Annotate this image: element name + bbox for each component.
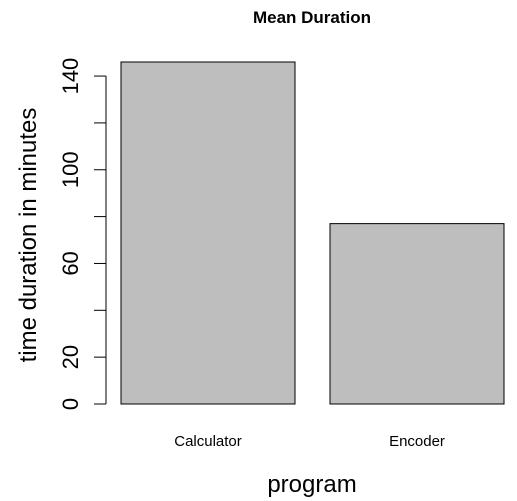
y-tick-label-100: 100 [58, 151, 83, 188]
x-axis-label: program [267, 471, 356, 498]
y-axis-label: time duration in minutes [15, 108, 42, 363]
bar-encoder [329, 223, 505, 405]
y-tick-label-0: 0 [58, 398, 83, 410]
category-labels: Calculator Encoder [174, 433, 445, 450]
y-tick-label-140: 140 [58, 58, 83, 95]
y-tick-label-20: 20 [58, 345, 83, 369]
y-tick-label-60: 60 [58, 251, 83, 275]
category-label-calculator: Calculator [174, 433, 242, 450]
y-axis: 0 20 60 100 140 [58, 58, 107, 410]
chart-title: Mean Duration [253, 8, 371, 27]
bar-calculator [120, 61, 296, 405]
bars [120, 61, 505, 405]
category-label-encoder: Encoder [389, 433, 445, 450]
